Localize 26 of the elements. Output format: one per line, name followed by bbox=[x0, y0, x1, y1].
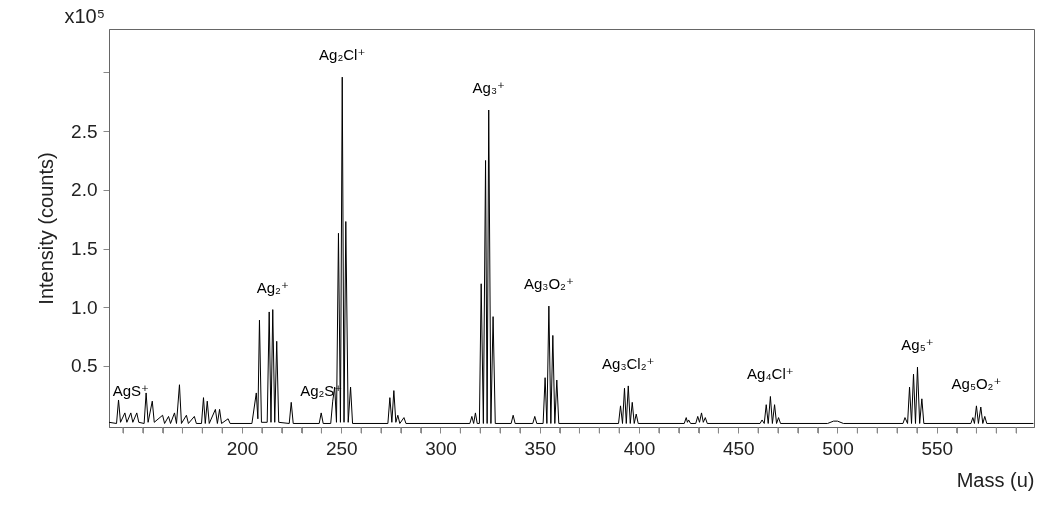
x-tick-label: 550 bbox=[921, 437, 954, 459]
y-axis-title: Intensity (counts) bbox=[35, 152, 58, 305]
annotation: Ag₃Cl₂⁺ bbox=[602, 354, 655, 372]
annotation: Ag₃O₂⁺ bbox=[523, 275, 574, 293]
line-series bbox=[109, 76, 1034, 424]
y-tick-label: 1.5 bbox=[71, 238, 98, 260]
x-tick-label: 250 bbox=[325, 437, 358, 459]
annotation: Ag₄Cl⁺ bbox=[747, 365, 794, 383]
annotation: Ag₅O₂⁺ bbox=[951, 374, 1002, 392]
x-tick-label: 450 bbox=[722, 437, 755, 459]
annotation: Ag₂Cl⁺ bbox=[319, 46, 366, 64]
x-tick-label: 350 bbox=[524, 437, 557, 459]
x-tick-label: 500 bbox=[822, 437, 854, 459]
y-tick-label: 0.5 bbox=[71, 355, 98, 377]
y-tick-label: 1.0 bbox=[71, 296, 98, 318]
text: x10⁵ bbox=[64, 5, 105, 27]
x-tick-label: 200 bbox=[226, 437, 259, 459]
x-tick-label: 300 bbox=[425, 437, 457, 459]
x-axis-title: Mass (u) bbox=[956, 468, 1035, 491]
annotation: Ag₂⁺ bbox=[256, 278, 289, 296]
annotation: Ag₃⁺ bbox=[472, 79, 505, 97]
x-tick-label: 400 bbox=[623, 437, 656, 459]
y-tick-label: 2.5 bbox=[71, 120, 98, 142]
y-tick-label: 2.0 bbox=[71, 179, 98, 201]
annotation: Ag₅⁺ bbox=[901, 336, 934, 354]
annotation: AgS⁺ bbox=[112, 381, 149, 399]
